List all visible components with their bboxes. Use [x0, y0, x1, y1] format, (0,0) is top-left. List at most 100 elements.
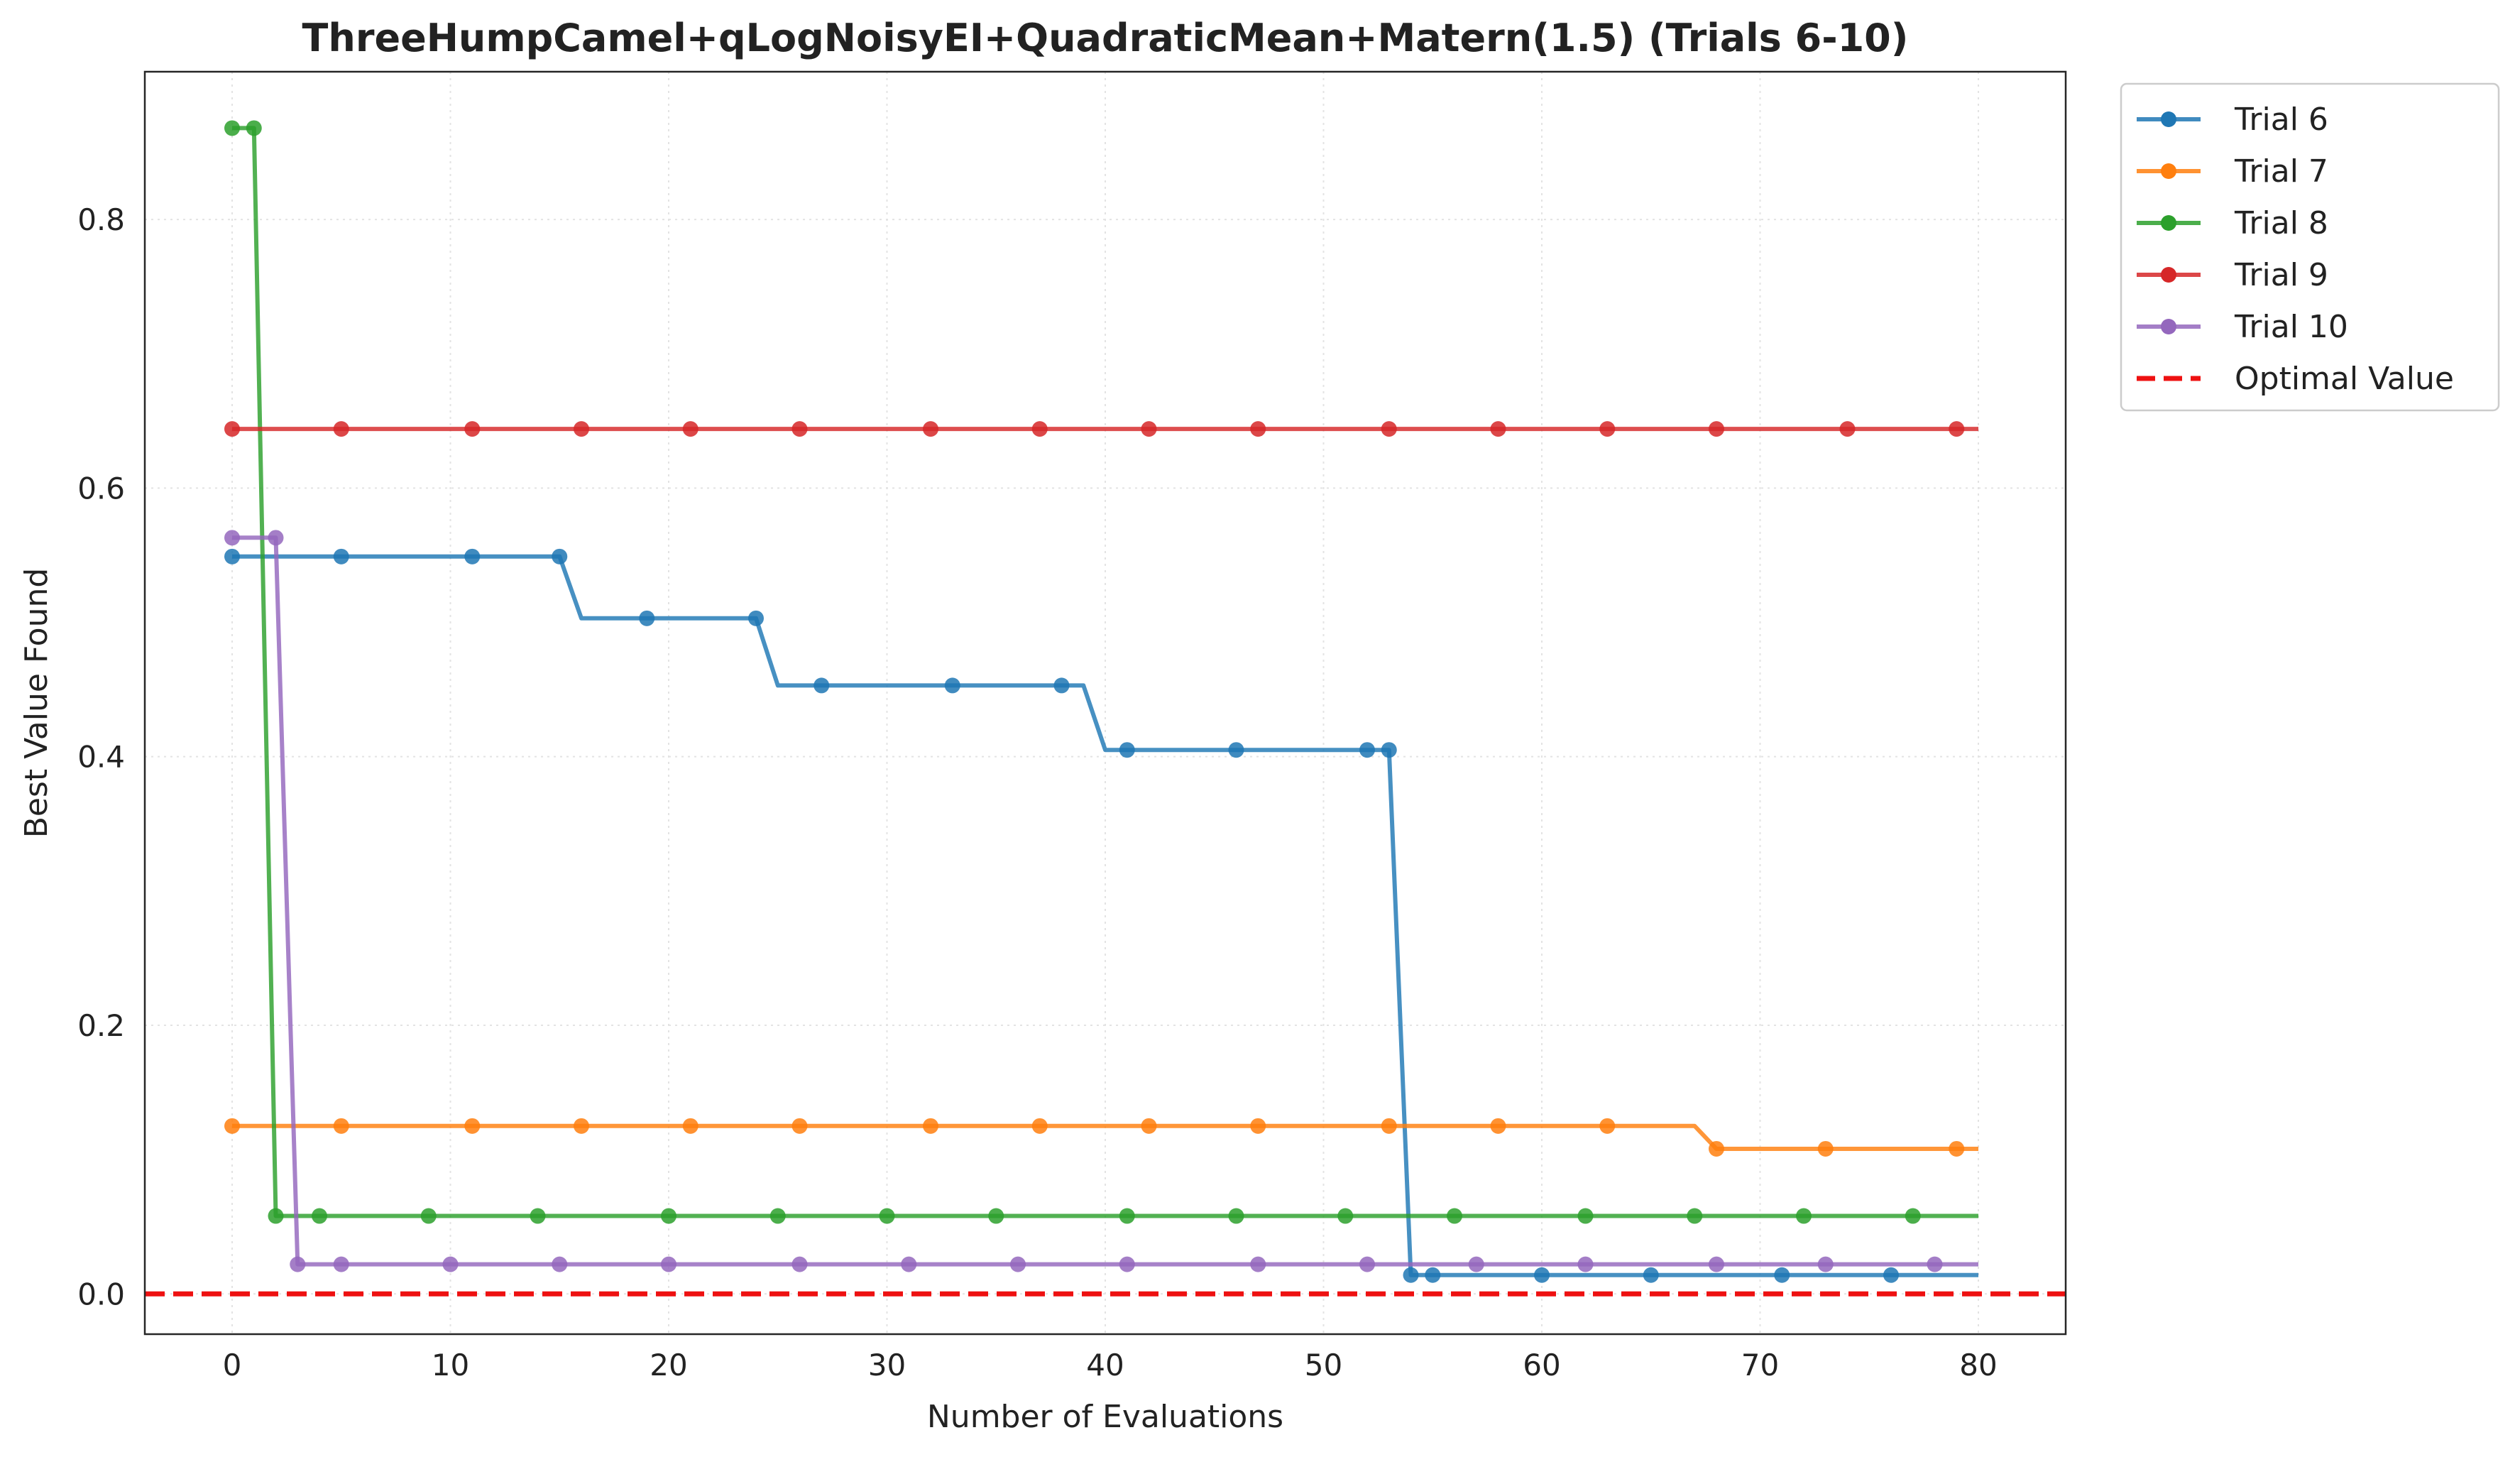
data-point	[1337, 1208, 1354, 1224]
x-tick-label: 70	[1741, 1348, 1779, 1382]
data-point	[1381, 1118, 1397, 1134]
data-point	[1228, 1208, 1244, 1224]
data-point	[333, 548, 349, 564]
x-tick-label: 80	[1959, 1348, 1997, 1382]
y-tick-label: 0.8	[77, 202, 125, 237]
data-point	[1839, 421, 1856, 437]
x-axis-label: Number of Evaluations	[927, 1399, 1283, 1435]
data-point	[1709, 1140, 1724, 1157]
data-point	[682, 421, 699, 437]
plot-frame	[143, 70, 2067, 1336]
legend-label: Optimal Value	[2235, 361, 2454, 397]
data-point	[1119, 742, 1135, 758]
data-point	[1949, 421, 1965, 437]
data-point	[1468, 1256, 1484, 1272]
data-point	[1709, 421, 1724, 437]
legend-label: Trial 6	[2234, 102, 2328, 138]
data-point	[1359, 1256, 1375, 1272]
data-point	[1490, 421, 1506, 437]
data-point	[923, 421, 938, 437]
data-point	[1053, 677, 1070, 694]
legend-entry: Trial 9	[2137, 257, 2328, 293]
data-point	[268, 530, 284, 546]
data-point	[224, 1118, 240, 1134]
data-point	[1949, 1140, 1965, 1157]
data-point	[1577, 1208, 1594, 1224]
data-point	[333, 421, 349, 437]
series-trial-10	[224, 530, 1978, 1272]
data-point	[552, 548, 568, 564]
data-point	[1381, 742, 1397, 758]
x-tick-label: 30	[868, 1348, 906, 1382]
series-line	[232, 1123, 1978, 1151]
legend-label: Trial 9	[2234, 257, 2328, 293]
data-point	[1119, 1256, 1135, 1272]
series-layer	[224, 120, 1978, 1283]
series-trial-7	[224, 1118, 1978, 1157]
data-point	[661, 1208, 676, 1224]
data-point	[246, 120, 262, 136]
x-tick-label: 40	[1086, 1348, 1124, 1382]
data-point	[923, 1118, 938, 1134]
data-point	[879, 1208, 895, 1224]
data-point	[1774, 1267, 1790, 1283]
data-point	[1031, 421, 1048, 437]
data-point	[1250, 1256, 1266, 1272]
legend-label: Trial 7	[2234, 153, 2328, 190]
legend-marker	[2161, 111, 2176, 127]
data-point	[333, 1256, 349, 1272]
data-point	[1709, 1256, 1724, 1272]
data-point	[1447, 1208, 1462, 1224]
data-point	[1250, 421, 1266, 437]
x-tick-label: 10	[432, 1348, 469, 1382]
data-point	[1381, 421, 1397, 437]
series-line	[232, 535, 1978, 1267]
data-point	[1817, 1256, 1834, 1272]
data-point	[1577, 1256, 1594, 1272]
data-point	[901, 1256, 917, 1272]
data-point	[1031, 1118, 1048, 1134]
data-point	[464, 1118, 481, 1134]
data-point	[1403, 1267, 1419, 1283]
data-point	[464, 548, 481, 564]
data-point	[574, 1118, 589, 1134]
data-point	[661, 1256, 676, 1272]
data-point	[1599, 1118, 1616, 1134]
legend-label: Trial 8	[2234, 205, 2328, 241]
legend-marker	[2161, 267, 2176, 283]
data-point	[1359, 742, 1375, 758]
x-tick-label: 50	[1305, 1348, 1342, 1382]
data-point	[420, 1208, 437, 1224]
y-axis-label: Best Value Found	[18, 568, 55, 839]
legend-entry: Trial 6	[2137, 102, 2328, 138]
legend-marker	[2161, 215, 2176, 231]
series-trial-6	[224, 548, 1978, 1283]
data-point	[290, 1256, 306, 1272]
y-tick-label: 0.6	[77, 471, 125, 506]
legend-entry: Trial 8	[2137, 205, 2328, 241]
series-trial-9	[224, 421, 1978, 437]
data-point	[442, 1256, 459, 1272]
data-point	[1905, 1208, 1921, 1224]
data-point	[1796, 1208, 1812, 1224]
data-point	[1425, 1267, 1441, 1283]
data-point	[682, 1118, 699, 1134]
x-tick-label: 20	[650, 1348, 687, 1382]
data-point	[224, 548, 240, 564]
x-tick-label: 60	[1523, 1348, 1560, 1382]
series-line	[232, 554, 1978, 1277]
data-point	[1490, 1118, 1506, 1134]
legend-entry: Trial 10	[2137, 309, 2348, 345]
data-point	[769, 1208, 786, 1224]
data-point	[312, 1208, 327, 1224]
legend: Trial 6 Trial 7 Trial 8 Trial 9 Trial 10 Opti…	[2120, 82, 2500, 412]
grid-layer	[145, 72, 2066, 1334]
data-point	[791, 1118, 808, 1134]
y-tick-label: 0.4	[77, 740, 125, 775]
data-point	[268, 1208, 284, 1224]
data-point	[944, 677, 960, 694]
legend-marker	[2161, 319, 2176, 334]
data-point	[1010, 1256, 1026, 1272]
legend-frame	[2120, 82, 2500, 412]
y-tick-label: 0.2	[77, 1008, 125, 1043]
